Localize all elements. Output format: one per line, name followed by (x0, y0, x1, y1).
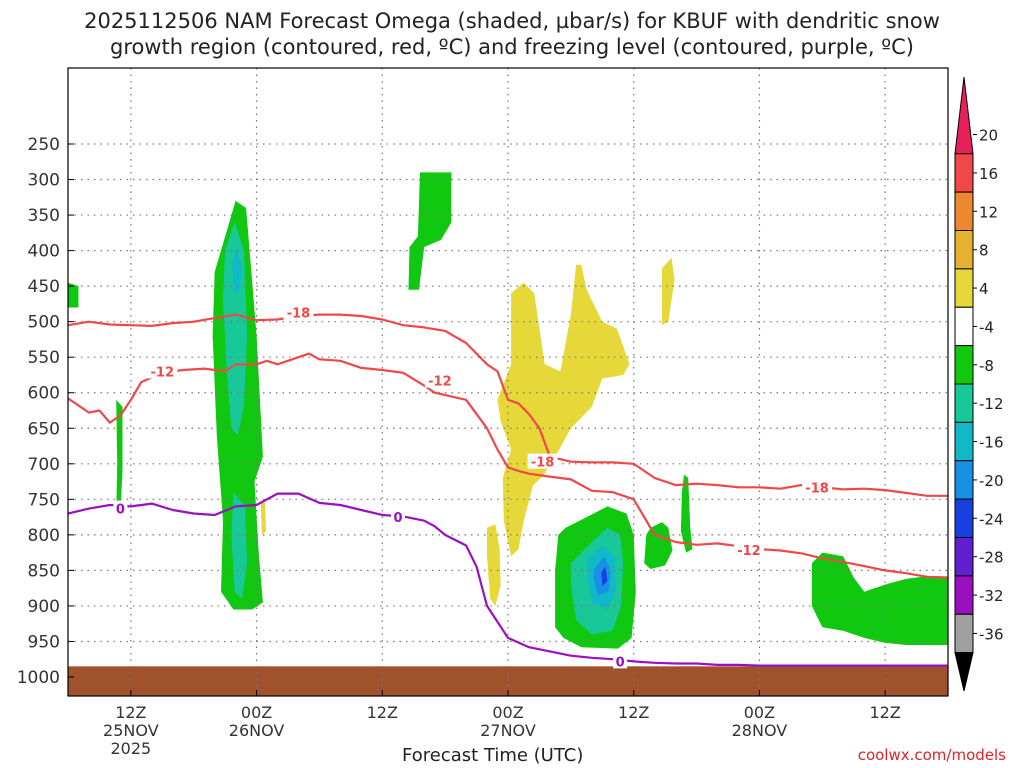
y-tick-label-900: 900 (28, 597, 60, 617)
x-tick-label-1-1: 26NOV (229, 721, 285, 740)
omega-region-8 (487, 524, 501, 606)
colorbar-label-0: 20 (979, 127, 998, 145)
contour-label-7: 0 (393, 511, 402, 526)
contour-label-bg-7 (391, 509, 405, 525)
omega-region-14 (601, 566, 608, 586)
y-tick-label-850: 850 (28, 561, 60, 581)
contour-label-bg-2 (424, 372, 455, 388)
x-tick-label-1-0: 00Z (241, 703, 272, 722)
contour-label-8: 0 (616, 655, 625, 670)
y-tick-label-950: 950 (28, 632, 60, 652)
contour-neg18-0 (68, 313, 948, 497)
contour-label-3: -18 (531, 456, 555, 471)
title-line-1: 2025112506 NAM Forecast Omega (shaded, µ… (84, 9, 940, 33)
omega-region-4 (408, 172, 452, 290)
colorbar-bin-3 (954, 230, 974, 270)
colorbar-label-11: -28 (979, 549, 1004, 567)
y-tick-label-400: 400 (28, 242, 60, 262)
source-credit[interactable]: coolwx.com/models (857, 746, 1006, 764)
omega-region-5 (68, 282, 79, 308)
colorbar-label-2: 12 (979, 203, 998, 221)
contour-label-4: -18 (805, 481, 829, 496)
y-tick-label-800: 800 (28, 526, 60, 546)
colorbar-label-9: -20 (979, 472, 1004, 490)
x-tick-label-3-0: 00Z (492, 703, 523, 722)
y-tick-label-350: 350 (28, 206, 60, 226)
omega-region-9 (662, 257, 675, 326)
colorbar-bin-5 (954, 306, 974, 347)
y-tick-label-650: 650 (28, 419, 60, 439)
colorbar-bin-6 (954, 345, 974, 385)
colorbar-label-10: -24 (979, 510, 1004, 528)
colorbar-label-8: -16 (979, 434, 1004, 452)
y-tick-label-250: 250 (28, 135, 60, 155)
x-tick-label-0-1: 25NOV (103, 721, 159, 740)
y-tick-label-300: 300 (28, 171, 60, 191)
y-tick-label-550: 550 (28, 348, 60, 368)
omega-region-15 (644, 522, 673, 569)
omega-region-17 (811, 552, 948, 645)
omega-region-16 (680, 474, 693, 553)
x-axis-label: Forecast Time (UTC) (402, 745, 584, 766)
x-tick-label-6-0: 12Z (869, 703, 900, 722)
omega-region-1 (223, 222, 248, 436)
x-tick-label-0-0: 12Z (115, 703, 146, 722)
colorbar-label-3: 8 (979, 242, 989, 260)
colorbar-label-13: -36 (979, 625, 1004, 643)
x-tick-label-5-1: 28NOV (732, 721, 788, 740)
contour-label-5: -12 (737, 544, 761, 559)
x-tick-label-3-1: 27NOV (480, 721, 536, 740)
colorbar-bin-1 (954, 153, 974, 193)
colorbar-bin-13 (954, 613, 974, 654)
contour-label-6: 0 (116, 503, 125, 518)
y-tick-label-700: 700 (28, 455, 60, 475)
colorbar-label-6: -8 (979, 357, 994, 375)
colorbar-label-7: -12 (979, 395, 1004, 413)
omega-region-18 (260, 502, 266, 535)
colorbar-bin-10 (954, 498, 974, 538)
colorbar-label-4: 4 (979, 280, 989, 298)
colorbar-bin-7 (954, 383, 974, 423)
y-tick-label-600: 600 (28, 384, 60, 404)
contour-label-0: -18 (287, 306, 311, 321)
y-tick-label-500: 500 (28, 313, 60, 333)
y-tick-label-750: 750 (28, 490, 60, 510)
chart-title: 2025112506 NAM Forecast Omega (shaded, µ… (0, 8, 1024, 60)
contour-neg12-1 (68, 352, 948, 579)
omega-region-3 (232, 247, 242, 294)
y-tick-label-450: 450 (28, 277, 60, 297)
omega-region-2 (231, 492, 248, 599)
title-line-2: growth region (contoured, red, ºC) and f… (110, 35, 914, 59)
colorbar-bin-11 (954, 537, 974, 577)
x-tick-label-0-2: 2025 (110, 739, 151, 758)
y-tick-label-1000: 1000 (17, 668, 60, 688)
contour-label-bg-1 (147, 363, 178, 379)
x-tick-label-2-0: 12Z (367, 703, 398, 722)
colorbar-bin-2 (954, 191, 974, 231)
colorbar-label-12: -32 (979, 587, 1004, 605)
colorbar-top-arrow (954, 76, 974, 155)
contour-label-2: -12 (428, 375, 452, 390)
colorbar-label-5: -4 (979, 318, 994, 336)
contour-0-2 (68, 492, 948, 667)
contour-label-bg-8 (613, 653, 628, 669)
colorbar-label-1: 16 (979, 165, 998, 183)
contour-label-1: -12 (151, 365, 175, 380)
colorbar-bin-12 (954, 575, 974, 615)
colorbar-bottom-arrow (954, 652, 974, 692)
colorbar-bin-9 (954, 460, 974, 500)
contour-label-bg-5 (733, 541, 764, 557)
x-tick-label-4-0: 12Z (618, 703, 649, 722)
colorbar-bin-8 (954, 421, 974, 462)
colorbar-bin-4 (954, 268, 974, 308)
contour-label-bg-3 (527, 453, 558, 469)
contour-label-bg-4 (802, 479, 833, 495)
contour-label-bg-6 (113, 500, 128, 516)
x-tick-label-5-0: 00Z (744, 703, 775, 722)
omega-region-7 (497, 264, 630, 557)
contour-label-bg-0 (283, 304, 314, 320)
